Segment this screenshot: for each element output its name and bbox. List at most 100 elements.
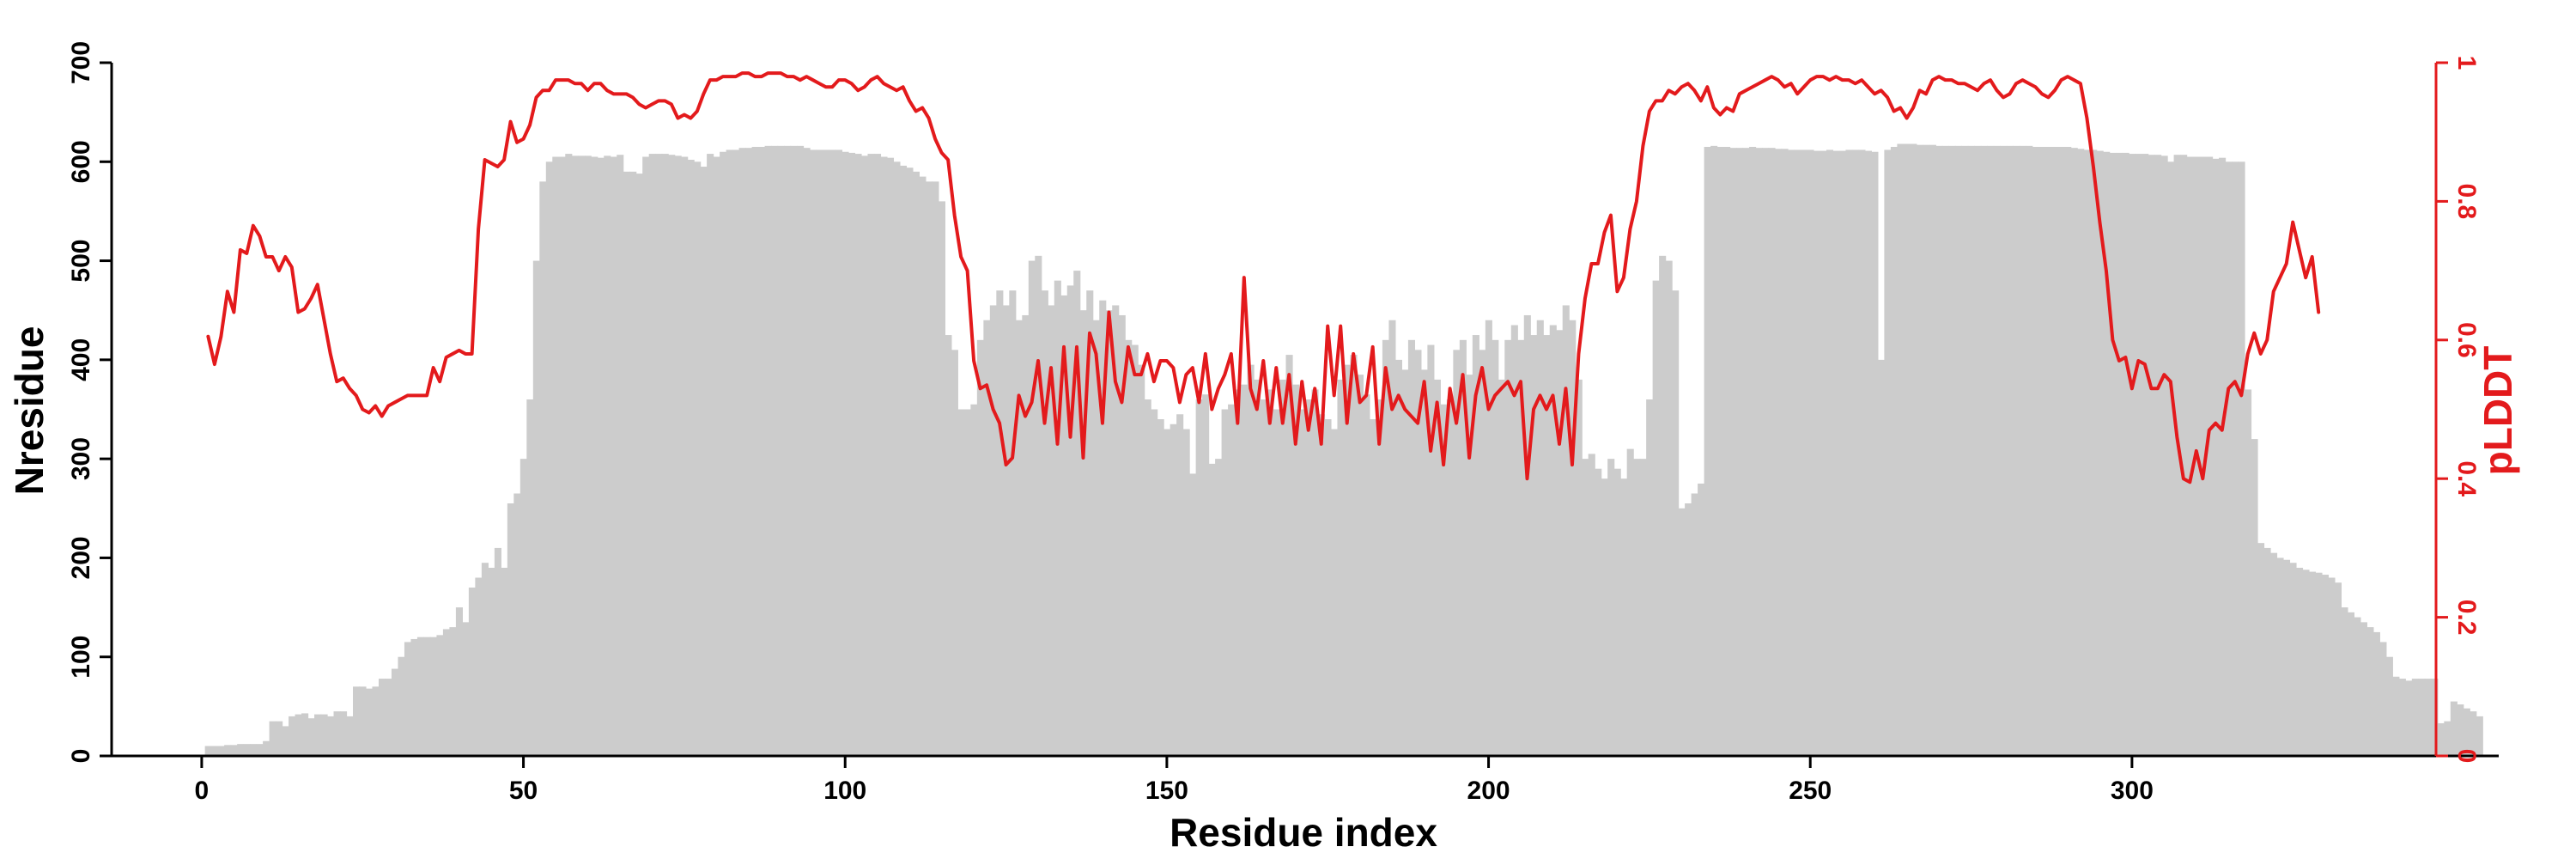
bar-173 xyxy=(1311,389,1319,756)
bar-212 xyxy=(1562,305,1570,756)
bar-228 xyxy=(1665,260,1673,756)
bar-291 xyxy=(2070,148,2078,756)
bar-36 xyxy=(429,637,438,756)
bar-192 xyxy=(1433,379,1441,756)
bar-218 xyxy=(1601,478,1608,756)
bar-109 xyxy=(899,165,908,756)
bar-163 xyxy=(1247,364,1255,756)
bar-140 xyxy=(1099,300,1107,756)
bar-272 xyxy=(1948,145,1956,757)
bar-204 xyxy=(1510,325,1518,756)
axes: 0 100 200 300 400 500 600 700 0 50 100 150 200 250 300… xyxy=(67,41,2499,805)
bar-177 xyxy=(1337,379,1345,756)
bar-179 xyxy=(1350,355,1358,756)
bar-216 xyxy=(1588,454,1595,756)
bar-303 xyxy=(2148,155,2155,757)
bar-65 xyxy=(617,155,624,757)
bar-209 xyxy=(1543,335,1551,756)
bar-159 xyxy=(1221,409,1229,756)
bar-23 xyxy=(346,716,354,756)
bar-350 xyxy=(2450,701,2458,756)
x-tick-label-250: 250 xyxy=(1789,777,1832,805)
bar-316 xyxy=(2232,161,2239,757)
y-right-tick-label-0.4: 0.4 xyxy=(2452,460,2481,497)
bar-182 xyxy=(1369,419,1377,756)
bar-211 xyxy=(1556,330,1564,756)
bar-77 xyxy=(694,161,702,757)
bar-347 xyxy=(2431,679,2439,756)
bar-87 xyxy=(758,146,766,757)
bar-306 xyxy=(2167,161,2175,757)
bar-144 xyxy=(1125,339,1133,756)
bar-189 xyxy=(1414,350,1422,756)
bar-43 xyxy=(475,577,483,756)
bar-206 xyxy=(1523,314,1531,757)
bar-168 xyxy=(1279,379,1287,756)
y-right-tick-label-0.2: 0.2 xyxy=(2452,600,2481,636)
bar-35 xyxy=(423,637,431,756)
bar-215 xyxy=(1582,459,1589,756)
bar-160 xyxy=(1228,404,1236,756)
bar-171 xyxy=(1298,409,1306,756)
bar-132 xyxy=(1048,305,1055,756)
bar-222 xyxy=(1626,448,1634,756)
bar-242 xyxy=(1755,148,1763,756)
bar-263 xyxy=(1890,146,1898,757)
bar-7 xyxy=(243,744,251,756)
bar-148 xyxy=(1151,409,1158,756)
bar-183 xyxy=(1376,399,1383,756)
bar-186 xyxy=(1394,359,1402,756)
bar-283 xyxy=(2019,145,2026,757)
bar-187 xyxy=(1401,369,1409,756)
bar-39 xyxy=(449,627,457,756)
bar-94 xyxy=(803,148,811,756)
bar-138 xyxy=(1086,290,1094,756)
bar-161 xyxy=(1234,389,1242,756)
bar-129 xyxy=(1028,260,1036,756)
x-tick-label-0: 0 xyxy=(195,777,210,805)
bar-122 xyxy=(983,320,991,756)
bar-239 xyxy=(1736,148,1744,756)
bar-210 xyxy=(1549,325,1557,756)
bar-167 xyxy=(1273,409,1280,756)
bar-341 xyxy=(2392,676,2400,756)
bar-346 xyxy=(2424,679,2432,756)
bar-224 xyxy=(1639,459,1647,756)
bar-297 xyxy=(2109,152,2117,756)
bar-260 xyxy=(1871,151,1879,756)
bar-190 xyxy=(1420,369,1428,756)
bar-278 xyxy=(1987,145,1995,757)
bar-304 xyxy=(2154,155,2162,757)
bar-328 xyxy=(2308,571,2317,756)
bar-55 xyxy=(552,156,560,756)
bar-8 xyxy=(250,744,258,756)
bar-100 xyxy=(841,151,849,756)
bar-195 xyxy=(1453,350,1461,756)
bar-102 xyxy=(854,154,862,756)
bar-321 xyxy=(2263,547,2271,756)
bar-334 xyxy=(2347,612,2354,756)
bar-139 xyxy=(1092,320,1100,756)
bar-92 xyxy=(790,145,798,757)
bar-351 xyxy=(2457,704,2464,756)
bar-41 xyxy=(462,622,470,756)
bar-99 xyxy=(835,149,843,756)
bar-319 xyxy=(2251,439,2258,756)
bar-54 xyxy=(545,161,553,757)
y-left-tick-label-0: 0 xyxy=(67,749,95,764)
bar-342 xyxy=(2398,679,2406,756)
bar-245 xyxy=(1775,149,1783,757)
bar-136 xyxy=(1073,271,1081,757)
bar-15 xyxy=(295,714,302,756)
bar-236 xyxy=(1716,146,1724,757)
bar-267 xyxy=(1916,144,1923,756)
bar-201 xyxy=(1492,339,1499,756)
bar-134 xyxy=(1060,295,1068,756)
bar-4 xyxy=(224,745,232,756)
bar-251 xyxy=(1813,150,1821,757)
y-axis-right-title: pLDDT xyxy=(2476,346,2520,476)
bar-153 xyxy=(1182,429,1190,756)
x-tick-label-50: 50 xyxy=(509,777,538,805)
bar-246 xyxy=(1781,149,1789,757)
